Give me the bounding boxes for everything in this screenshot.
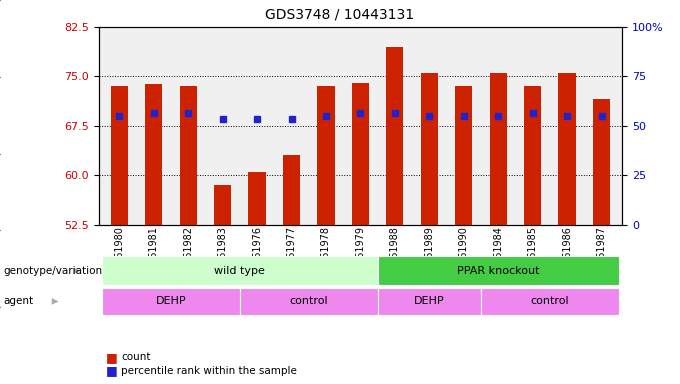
Text: count: count [121, 352, 150, 362]
Text: agent: agent [3, 296, 33, 306]
Bar [524, 86, 541, 225]
Text: control: control [290, 296, 328, 306]
Text: ■: ■ [105, 351, 117, 364]
Text: control: control [530, 296, 569, 306]
Text: GDS3748 / 10443131: GDS3748 / 10443131 [265, 8, 415, 22]
Bar [593, 99, 610, 225]
Bar [248, 172, 266, 225]
Text: PPAR knockout: PPAR knockout [457, 266, 539, 276]
Text: ■: ■ [105, 364, 117, 377]
Bar [318, 86, 335, 225]
Text: DEHP: DEHP [414, 296, 445, 306]
Bar [386, 47, 403, 225]
Bar [558, 73, 576, 225]
Bar [490, 73, 507, 225]
Bar [180, 86, 197, 225]
Bar [455, 86, 473, 225]
Bar [421, 73, 438, 225]
Bar [214, 185, 231, 225]
Bar [283, 156, 300, 225]
Bar [145, 84, 163, 225]
Text: wild type: wild type [214, 266, 265, 276]
Text: percentile rank within the sample: percentile rank within the sample [121, 366, 297, 376]
Bar [352, 83, 369, 225]
Text: genotype/variation: genotype/variation [3, 266, 103, 276]
Bar [111, 86, 128, 225]
Text: DEHP: DEHP [156, 296, 186, 306]
